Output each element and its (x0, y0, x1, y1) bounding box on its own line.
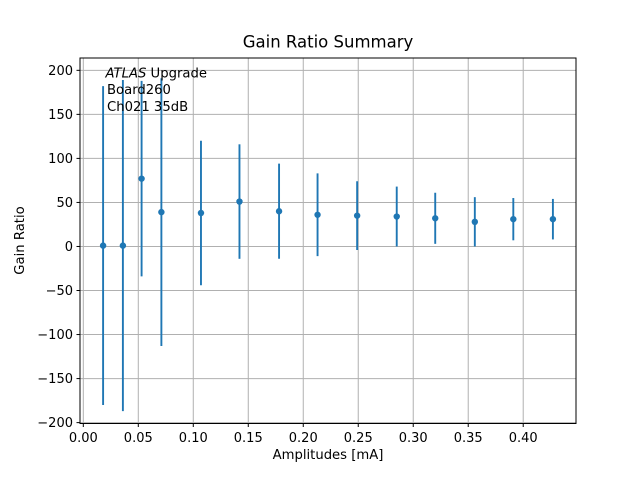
data-point-marker (393, 213, 400, 220)
x-tick-label: 0.10 (179, 431, 208, 446)
annotation-upgrade: Upgrade (146, 67, 207, 82)
grid-layer (80, 58, 576, 424)
y-tick-label: −200 (37, 416, 73, 431)
x-tick-label: 0.25 (344, 431, 373, 446)
x-tick-label: 0.30 (399, 431, 428, 446)
data-point-marker (549, 215, 557, 223)
data-point-marker (314, 211, 321, 218)
data-point-marker (119, 242, 127, 249)
data-point-marker (432, 215, 439, 222)
data-point-marker (353, 212, 361, 219)
annotation-line-1: ATLAS Upgrade (105, 67, 207, 82)
x-tick-label: 0.40 (509, 431, 538, 446)
annotation-line-3: Ch021 35dB (107, 100, 188, 115)
x-axis-label: Amplitudes [mA] (273, 448, 384, 463)
data-point-marker (138, 175, 145, 182)
y-tick-label: −100 (37, 328, 73, 343)
chart-title: Gain Ratio Summary (243, 33, 414, 52)
y-tick-label: 150 (48, 108, 73, 123)
y-tick-label: 200 (48, 64, 73, 79)
data-point-marker (471, 218, 479, 226)
data-point-marker (510, 215, 517, 223)
error-bar-series (99, 78, 557, 412)
data-point-marker (158, 208, 165, 216)
y-tick-label: −150 (37, 372, 73, 387)
x-tick-label: 0.00 (69, 431, 98, 446)
y-tick-label: 50 (56, 196, 73, 211)
annotation-line-2: Board260 (107, 83, 171, 98)
data-point-marker (275, 208, 283, 215)
x-tick-label: 0.35 (454, 431, 483, 446)
tick-layer: 0.00 0.05 0.10 0.15 0.20 0.25 0.30 0.35 0.40 −200… (37, 64, 537, 446)
data-point-marker (99, 242, 107, 249)
axes-frame (79, 57, 577, 424)
y-tick-label: 0 (65, 240, 73, 255)
data-point-marker (236, 198, 243, 205)
data-point-marker (197, 209, 205, 217)
y-tick-label: −50 (46, 284, 73, 299)
x-tick-label: 0.20 (289, 431, 318, 446)
x-tick-label: 0.05 (124, 431, 153, 446)
axes-frame-layer (79, 57, 577, 424)
y-axis-label: Gain Ratio (13, 206, 28, 274)
x-tick-label: 0.15 (234, 431, 263, 446)
annotation-atlas: ATLAS (105, 67, 147, 82)
y-tick-label: 100 (48, 152, 73, 167)
